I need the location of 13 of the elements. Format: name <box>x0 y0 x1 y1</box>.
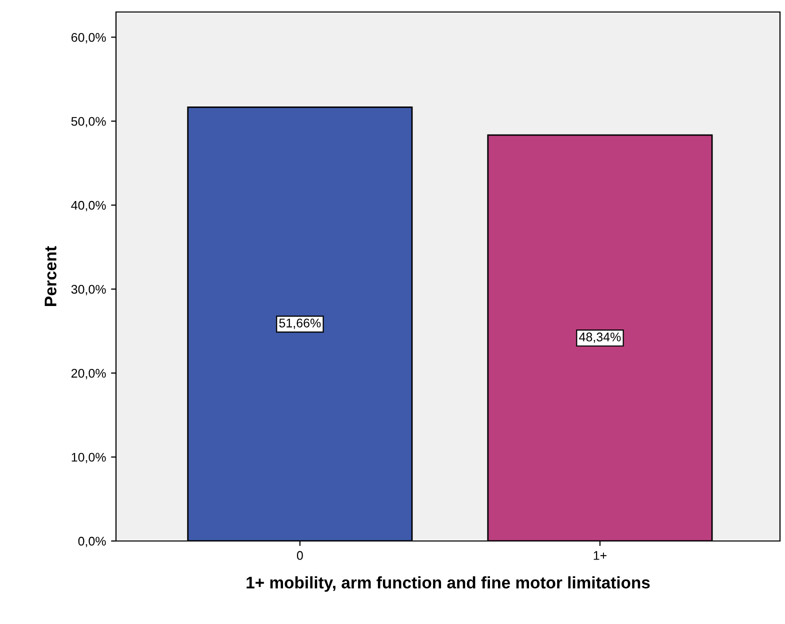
data-label: 51,66% <box>279 318 321 329</box>
data-label: 48,34% <box>579 332 621 343</box>
y-tick-label: 20,0% <box>71 368 106 380</box>
y-tick-label: 0,0% <box>78 536 106 548</box>
x-tick-label: 0 <box>296 551 303 560</box>
y-tick-label: 60,0% <box>71 32 106 44</box>
y-tick-label: 30,0% <box>71 284 106 296</box>
y-tick-label: 10,0% <box>72 452 106 464</box>
y-tick-label: 50,0% <box>71 116 106 128</box>
y-tick-label: 40,0% <box>71 200 106 212</box>
x-tick-label: 1+ <box>594 551 606 560</box>
x-axis-title: 1+ mobility, arm function and fine motor limitations <box>246 576 650 592</box>
y-axis-title: Percent <box>44 246 56 306</box>
